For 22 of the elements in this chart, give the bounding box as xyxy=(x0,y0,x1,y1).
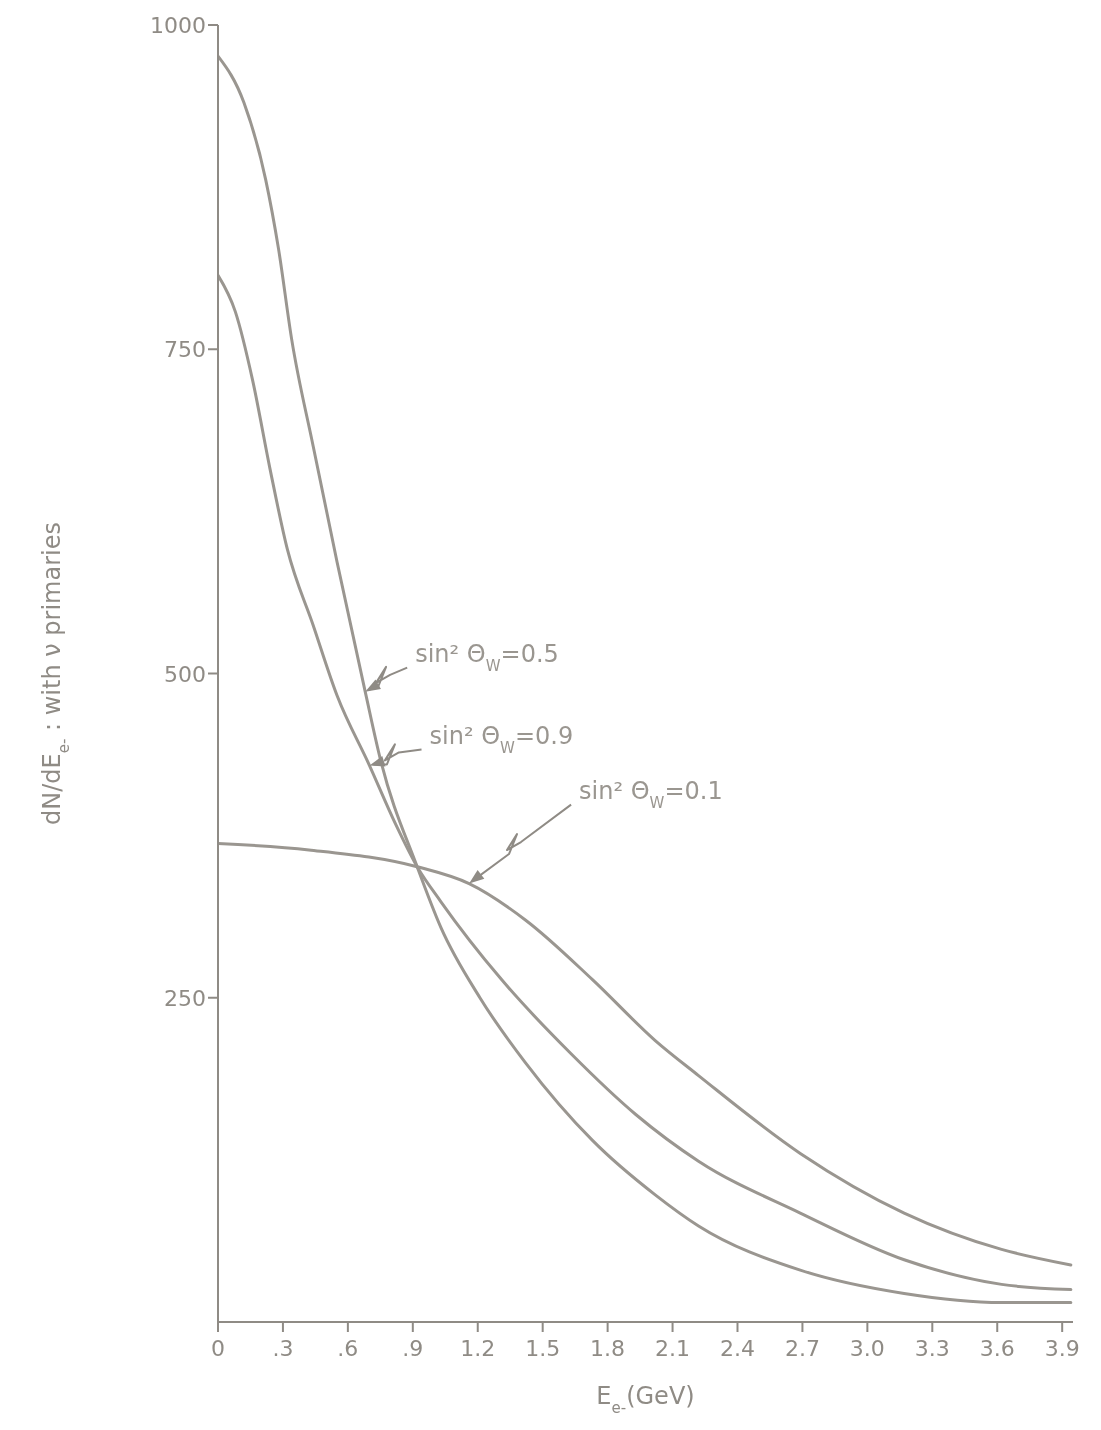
y-tick-label: 750 xyxy=(164,337,206,363)
text: sin² Θ$_{W}$=0.5 xyxy=(415,639,559,675)
x-tick-label: .6 xyxy=(337,1336,359,1361)
x-tick-label: 2.4 xyxy=(719,1336,755,1361)
x-tick-label: .9 xyxy=(402,1336,424,1361)
legend-label: sin² Θ$_{W}$=0.9 xyxy=(429,721,574,757)
x-tick-label: 1.5 xyxy=(525,1336,561,1361)
x-tick-label: 1.2 xyxy=(460,1336,496,1361)
x-tick-label: 3.9 xyxy=(1044,1336,1080,1361)
y-tick-label: 1000 xyxy=(150,13,206,38)
x-tick-label: 0 xyxy=(211,1336,225,1361)
x-tick-label: 1.8 xyxy=(590,1336,626,1361)
x-tick-label: 3.3 xyxy=(914,1336,950,1361)
x-tick-label: 3.6 xyxy=(979,1336,1015,1361)
y-tick-label: 500 xyxy=(164,661,206,687)
x-tick-label: 2.7 xyxy=(784,1336,820,1361)
y-tick-label: 250 xyxy=(164,985,206,1011)
x-tick-label: .3 xyxy=(272,1336,294,1361)
x-tick-label: 3.0 xyxy=(849,1336,885,1361)
x-axis-title: E$_{e-}$(GeV) xyxy=(596,1382,695,1417)
text: sin² Θ$_{W}$=0.1 xyxy=(579,776,723,812)
x-tick-label: 2.1 xyxy=(655,1336,691,1361)
